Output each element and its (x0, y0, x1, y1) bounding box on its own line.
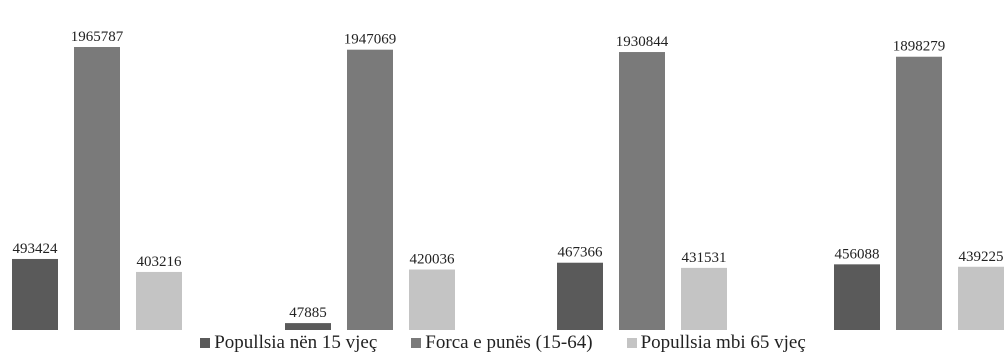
data-label-series-0-group-1: 47885 (289, 305, 327, 321)
data-label-series-0-group-0: 493424 (13, 241, 59, 257)
data-label-series-2-group-2: 431531 (682, 250, 727, 266)
bar-series-0-group-2 (557, 262, 603, 330)
bar-series-0-group-0 (12, 258, 58, 330)
data-label-series-2-group-0: 403216 (137, 254, 183, 270)
data-label-series-1-group-3: 1898279 (893, 39, 946, 55)
bar-series-1-group-0 (74, 47, 120, 330)
legend-swatch-series-0 (200, 338, 211, 348)
legend-item-series-1: Forca e punës (15-64) (411, 332, 593, 354)
legend-swatch-series-1 (411, 338, 422, 348)
legend-swatch-series-2 (626, 338, 637, 348)
legend-label-series-0: Popullsia nën 15 vjeç (214, 332, 378, 353)
bar-series-2-group-0 (136, 271, 182, 330)
bar-series-2-group-2 (681, 267, 727, 330)
bar-series-0-group-3 (834, 264, 880, 330)
bar-series-2-group-3 (958, 266, 1004, 330)
data-label-series-0-group-2: 467366 (558, 245, 604, 261)
data-label-series-2-group-3: 439225 (959, 249, 1004, 265)
bar-series-1-group-1 (347, 49, 393, 330)
legend-label-series-1: Forca e punës (15-64) (425, 332, 593, 353)
bar-series-0-group-1 (285, 323, 331, 330)
data-labels-group: 493424 47885 467366 456088 1965787 1947069 193… (13, 29, 1004, 321)
bar-series-1-group-3 (896, 56, 942, 331)
bars-group (12, 47, 1004, 331)
bar-series-1-group-2 (619, 52, 665, 330)
legend-item-series-2: Popullsia mbi 65 vjeç (626, 332, 806, 354)
legend: Popullsia nën 15 vjeç Forca e punës (15-… (0, 332, 1006, 354)
data-label-series-2-group-1: 420036 (410, 252, 456, 268)
data-label-series-1-group-1: 1947069 (344, 32, 397, 48)
data-label-series-0-group-3: 456088 (835, 246, 880, 262)
bar-series-2-group-1 (409, 269, 455, 330)
legend-label-series-2: Popullsia mbi 65 vjeç (640, 332, 806, 353)
data-label-series-1-group-2: 1930844 (616, 34, 669, 50)
data-label-series-1-group-0: 1965787 (71, 29, 124, 45)
legend-item-series-0: Popullsia nën 15 vjeç (200, 332, 377, 354)
